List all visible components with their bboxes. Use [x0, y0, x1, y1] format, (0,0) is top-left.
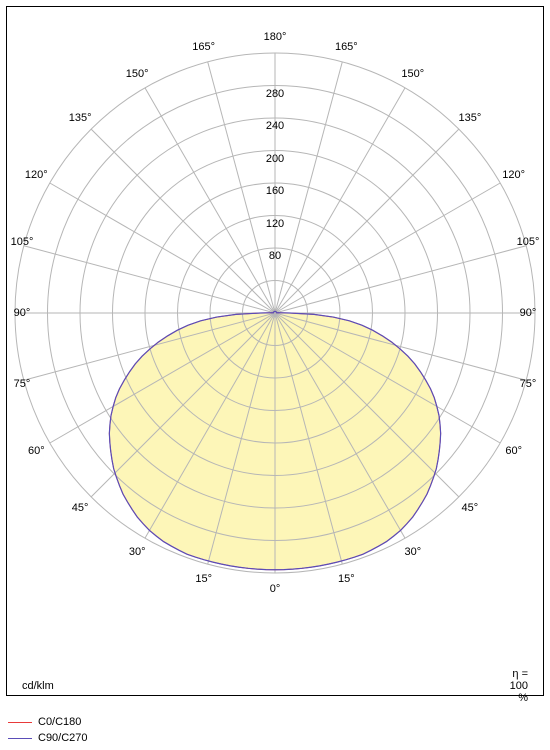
angle-label: 0° — [270, 583, 281, 595]
legend-item-1: C90/C270 — [8, 732, 88, 744]
angle-label: 15° — [195, 573, 212, 585]
angle-label: 105° — [11, 236, 34, 248]
angle-label: 150° — [401, 68, 424, 80]
ring-label: 160 — [266, 185, 284, 197]
ring-label: 240 — [266, 120, 284, 132]
angle-label: 75° — [520, 378, 537, 390]
angle-label: 30° — [404, 546, 421, 558]
angle-label: 15° — [338, 573, 355, 585]
legend-label-0: C0/C180 — [38, 716, 81, 728]
angle-label: 105° — [517, 236, 540, 248]
ring-label: 120 — [266, 218, 284, 230]
angle-label: 135° — [69, 112, 92, 124]
angle-label: 60° — [505, 445, 522, 457]
units-label-left: cd/klm — [22, 680, 54, 692]
angle-label: 45° — [72, 502, 89, 514]
angle-label: 120° — [502, 169, 525, 181]
angle-label: 60° — [28, 445, 45, 457]
angle-label: 120° — [25, 169, 48, 181]
angle-label: 135° — [458, 112, 481, 124]
ring-label: 280 — [266, 88, 284, 100]
legend-swatch-0 — [8, 722, 32, 723]
angle-label: 165° — [192, 41, 215, 53]
legend-item-0: C0/C180 — [8, 716, 81, 728]
angle-label: 45° — [462, 502, 479, 514]
units-label-right: η = 100 % — [506, 668, 528, 704]
angle-label: 165° — [335, 41, 358, 53]
angle-label: 150° — [126, 68, 149, 80]
angle-label: 180° — [264, 31, 287, 43]
polar-chart: cd/klm η = 100 % C0/C180 C90/C270 80 120 1… — [0, 0, 550, 750]
ring-label: 80 — [269, 250, 281, 262]
angle-label: 90° — [520, 307, 537, 319]
angle-label: 90° — [14, 307, 31, 319]
legend-swatch-1 — [8, 738, 32, 739]
legend-label-1: C90/C270 — [38, 732, 88, 744]
angle-label: 30° — [129, 546, 146, 558]
ring-label: 200 — [266, 153, 284, 165]
angle-label: 75° — [14, 378, 31, 390]
